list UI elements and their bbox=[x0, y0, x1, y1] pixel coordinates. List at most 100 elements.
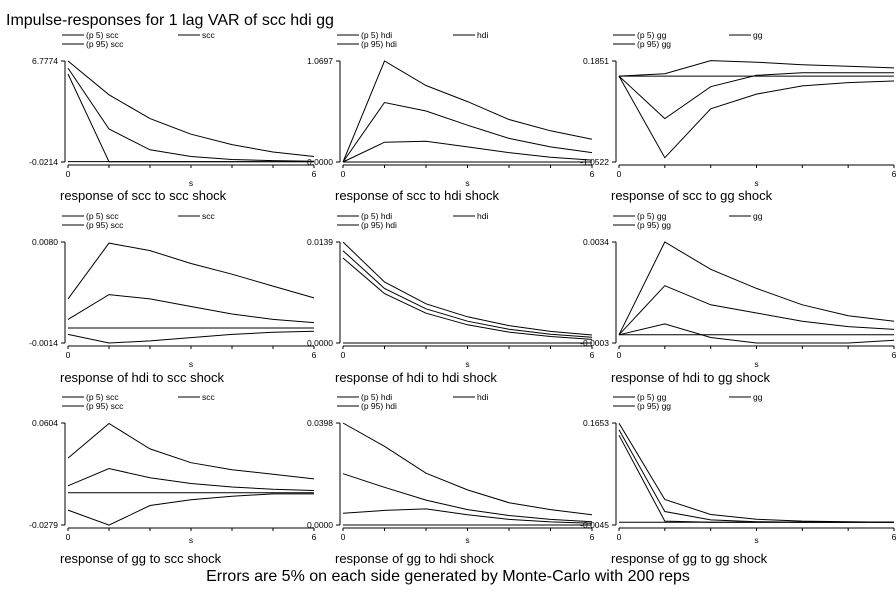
y-tick-label: -0.0045 bbox=[580, 520, 609, 530]
panel-caption: response of gg to scc shock bbox=[60, 551, 222, 566]
irf-line bbox=[342, 101, 593, 163]
x-tick-label: 6 bbox=[590, 532, 595, 542]
legend-label: scc bbox=[202, 30, 216, 40]
x-tick-label: 0 bbox=[341, 169, 346, 179]
x-tick-label: 0 bbox=[617, 532, 622, 542]
y-tick-label: 1.0697 bbox=[307, 56, 333, 66]
legend-label: (p 5) scc bbox=[86, 30, 119, 40]
x-tick-label: 6 bbox=[892, 532, 896, 542]
x-axis-label: s bbox=[189, 535, 193, 545]
p95-line bbox=[342, 422, 593, 516]
legend-label: gg bbox=[753, 30, 763, 40]
p5-line bbox=[618, 434, 894, 523]
x-axis-label: s bbox=[189, 359, 193, 369]
x-tick-label: 0 bbox=[66, 169, 71, 179]
legend-label: (p 5) hdi bbox=[361, 211, 392, 221]
x-axis-label: s bbox=[465, 359, 469, 369]
legend-label: hdi bbox=[477, 211, 488, 221]
y-tick-label: 0.0000 bbox=[307, 338, 333, 348]
legend-label: (p 95) scc bbox=[86, 220, 124, 230]
legend-label: (p 5) gg bbox=[637, 211, 667, 221]
x-tick-label: 0 bbox=[341, 350, 346, 360]
x-axis-label: s bbox=[189, 178, 193, 188]
legend-label: (p 95) gg bbox=[637, 401, 671, 411]
x-tick-label: 0 bbox=[617, 169, 622, 179]
legend-label: (p 5) scc bbox=[86, 211, 119, 221]
legend-label: hdi bbox=[477, 30, 488, 40]
x-axis-label: s bbox=[754, 535, 758, 545]
x-tick-label: 6 bbox=[590, 169, 595, 179]
irf-line bbox=[618, 429, 894, 523]
irf-line bbox=[342, 250, 593, 338]
x-axis-label: s bbox=[754, 359, 758, 369]
y-tick-label: -0.0279 bbox=[29, 520, 58, 530]
x-tick-label: 0 bbox=[617, 350, 622, 360]
legend-label: (p 5) gg bbox=[637, 30, 667, 40]
p95-line bbox=[342, 60, 593, 163]
irf-line bbox=[618, 72, 894, 120]
legend-label: scc bbox=[202, 211, 216, 221]
legend-label: (p 95) gg bbox=[637, 39, 671, 49]
y-tick-label: -0.0014 bbox=[29, 338, 58, 348]
x-tick-label: 6 bbox=[312, 532, 317, 542]
p95-line bbox=[67, 422, 315, 480]
legend-label: (p 95) hdi bbox=[361, 220, 397, 230]
x-tick-label: 0 bbox=[66, 532, 71, 542]
x-axis-label: s bbox=[754, 178, 758, 188]
irf-line bbox=[67, 294, 315, 324]
y-tick-label: 0.0034 bbox=[583, 237, 609, 247]
x-tick-label: 0 bbox=[341, 532, 346, 542]
x-tick-label: 6 bbox=[312, 169, 317, 179]
panel-caption: response of gg to hdi shock bbox=[335, 551, 494, 566]
y-tick-label: 0.0000 bbox=[307, 520, 333, 530]
p5-line bbox=[67, 493, 314, 526]
y-tick-label: 6.7774 bbox=[32, 56, 58, 66]
legend-label: (p 95) scc bbox=[86, 401, 124, 411]
p95-line bbox=[67, 60, 315, 157]
irf-line bbox=[618, 285, 895, 336]
p5-line bbox=[618, 323, 895, 344]
legend-label: gg bbox=[753, 392, 763, 402]
legend-label: (p 95) gg bbox=[637, 220, 671, 230]
figure-title: Impulse-responses for 1 lag VAR of scc h… bbox=[6, 12, 334, 29]
x-tick-label: 6 bbox=[892, 350, 896, 360]
y-tick-label: -0.0214 bbox=[29, 157, 58, 167]
panel-caption: response of scc to scc shock bbox=[60, 188, 227, 203]
p5-line bbox=[67, 330, 315, 344]
legend-label: (p 95) hdi bbox=[361, 401, 397, 411]
y-tick-label: -0.0003 bbox=[580, 338, 609, 348]
p95-line bbox=[618, 60, 895, 77]
legend-label: (p 5) hdi bbox=[361, 392, 392, 402]
panel-caption: response of gg to gg shock bbox=[611, 551, 768, 566]
p95-line bbox=[342, 241, 593, 336]
panel-caption: response of hdi to hdi shock bbox=[335, 370, 497, 385]
irf-line bbox=[342, 473, 593, 523]
p95-line bbox=[67, 242, 315, 300]
legend-label: (p 5) gg bbox=[637, 392, 667, 402]
panel-caption: response of scc to gg shock bbox=[611, 188, 773, 203]
p95-line bbox=[618, 241, 895, 336]
figure-footer: Errors are 5% on each side generated by … bbox=[206, 568, 690, 585]
irf-line bbox=[67, 67, 315, 162]
y-tick-label: 0.0000 bbox=[307, 157, 333, 167]
legend-label: (p 5) hdi bbox=[361, 30, 392, 40]
panel-caption: response of hdi to gg shock bbox=[611, 370, 770, 385]
p5-line bbox=[67, 73, 314, 163]
p5-line bbox=[342, 140, 593, 163]
legend-label: gg bbox=[753, 211, 763, 221]
x-tick-label: 6 bbox=[590, 350, 595, 360]
p5-line bbox=[342, 508, 593, 524]
p5-line bbox=[342, 257, 593, 340]
y-tick-label: 0.1851 bbox=[583, 56, 609, 66]
y-tick-label: 0.1653 bbox=[583, 418, 609, 428]
x-tick-label: 0 bbox=[66, 350, 71, 360]
legend-label: (p 95) hdi bbox=[361, 39, 397, 49]
x-axis-label: s bbox=[465, 178, 469, 188]
panel-caption: response of scc to hdi shock bbox=[335, 188, 500, 203]
y-tick-label: -1.0522 bbox=[580, 157, 609, 167]
legend-label: (p 95) scc bbox=[86, 39, 124, 49]
x-tick-label: 6 bbox=[312, 350, 317, 360]
x-axis-label: s bbox=[465, 535, 469, 545]
y-tick-label: 0.0604 bbox=[32, 418, 58, 428]
legend-label: hdi bbox=[477, 392, 488, 402]
